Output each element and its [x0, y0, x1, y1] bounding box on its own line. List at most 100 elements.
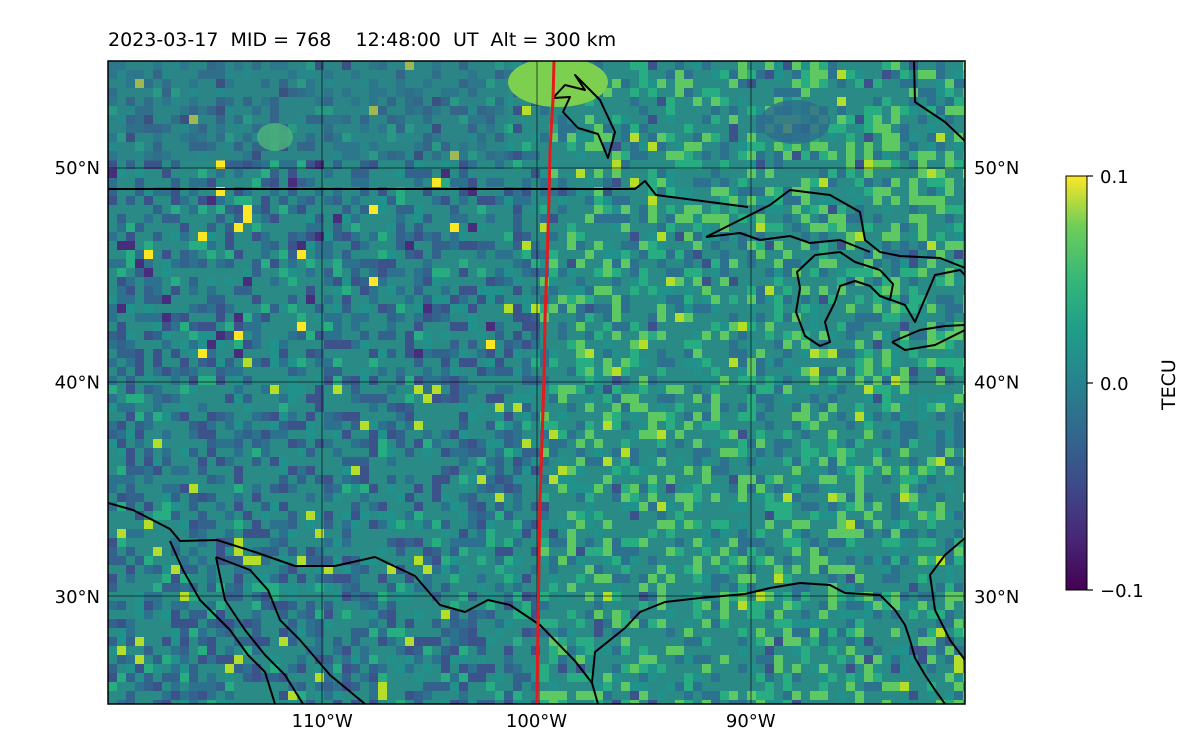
- tec-pixel: [756, 241, 765, 250]
- tec-pixel: [594, 511, 603, 520]
- tec-pixel: [765, 376, 774, 385]
- tec-pixel: [702, 331, 711, 340]
- tec-pixel: [927, 457, 936, 466]
- tec-pixel: [936, 637, 945, 646]
- tec-pixel: [198, 691, 207, 700]
- tec-pixel: [963, 313, 965, 322]
- tec-pixel: [936, 70, 945, 79]
- tec-pixel: [657, 457, 666, 466]
- tec-pixel: [450, 214, 459, 223]
- tec-pixel: [954, 241, 963, 250]
- tec-pixel: [315, 691, 324, 700]
- tec-pixel: [612, 556, 621, 565]
- tec-pixel: [612, 313, 621, 322]
- tec-pixel: [117, 331, 126, 340]
- tec-pixel: [216, 376, 225, 385]
- tec-pixel: [927, 106, 936, 115]
- tec-pixel: [135, 556, 144, 565]
- tec-pixel: [747, 295, 756, 304]
- tec-pixel: [288, 637, 297, 646]
- tec-pixel: [432, 106, 441, 115]
- tec-pixel: [846, 466, 855, 475]
- tec-pixel: [819, 151, 828, 160]
- tec-pixel: [189, 250, 198, 259]
- tec-pixel: [810, 178, 819, 187]
- tec-pixel: [639, 340, 648, 349]
- tec-pixel: [828, 61, 837, 70]
- tec-pixel: [126, 619, 135, 628]
- tec-pixel: [387, 628, 396, 637]
- tec-pixel: [927, 322, 936, 331]
- tec-pixel: [621, 223, 630, 232]
- tec-pixel: [864, 349, 873, 358]
- tec-pixel: [540, 511, 549, 520]
- tec-pixel: [729, 313, 738, 322]
- tec-pixel: [198, 466, 207, 475]
- tec-pixel: [900, 250, 909, 259]
- tec-pixel: [126, 394, 135, 403]
- tec-pixel: [828, 457, 837, 466]
- tec-pixel: [171, 655, 180, 664]
- tec-pixel: [279, 421, 288, 430]
- tec-pixel: [756, 529, 765, 538]
- tec-pixel: [369, 259, 378, 268]
- tec-pixel: [846, 628, 855, 637]
- tec-pixel: [603, 394, 612, 403]
- lat-tick-label-left: 30°N: [55, 587, 100, 608]
- tec-pixel: [846, 682, 855, 691]
- tec-pixel: [351, 511, 360, 520]
- tec-pixel: [414, 88, 423, 97]
- tec-pixel: [603, 385, 612, 394]
- tec-pixel: [117, 646, 126, 655]
- tec-pixel: [738, 484, 747, 493]
- tec-pixel: [783, 691, 792, 700]
- tec-pixel: [756, 232, 765, 241]
- tec-pixel: [135, 637, 144, 646]
- tec-pixel: [837, 385, 846, 394]
- tec-pixel: [702, 115, 711, 124]
- tec-pixel: [711, 214, 720, 223]
- tec-pixel: [387, 151, 396, 160]
- lat-tick-label-left: 40°N: [55, 373, 100, 394]
- tec-pixel: [828, 133, 837, 142]
- tec-pixel: [603, 349, 612, 358]
- tec-pixel: [891, 142, 900, 151]
- tec-pixel: [342, 61, 351, 70]
- tec-pixel: [423, 682, 432, 691]
- tec-pixel: [234, 61, 243, 70]
- tec-pixel: [180, 448, 189, 457]
- tec-pixel: [306, 520, 315, 529]
- tec-pixel: [864, 160, 873, 169]
- tec-pixel: [441, 268, 450, 277]
- tec-pixel: [405, 160, 414, 169]
- tec-pixel: [819, 664, 828, 673]
- tec-pixel: [792, 223, 801, 232]
- tec-pixel: [153, 682, 162, 691]
- tec-pixel: [369, 619, 378, 628]
- tec-pixel: [504, 151, 513, 160]
- tec-pixel: [333, 340, 342, 349]
- tec-pixel: [900, 556, 909, 565]
- tec-pixel: [891, 511, 900, 520]
- tec-pixel: [180, 700, 189, 704]
- tec-pixel: [135, 313, 144, 322]
- tec-pixel: [135, 466, 144, 475]
- tec-pixel: [279, 601, 288, 610]
- tec-pixel: [324, 79, 333, 88]
- tec-pixel: [171, 412, 180, 421]
- tec-pixel: [135, 178, 144, 187]
- tec-pixel: [117, 619, 126, 628]
- tec-pixel: [882, 358, 891, 367]
- tec-pixel: [342, 340, 351, 349]
- tec-pixel: [126, 70, 135, 79]
- tec-pixel: [837, 106, 846, 115]
- tec-pixel: [738, 97, 747, 106]
- tec-pixel: [216, 583, 225, 592]
- tec-pixel: [513, 106, 522, 115]
- tec-pixel: [342, 538, 351, 547]
- tec-pixel: [657, 223, 666, 232]
- tec-pixel: [918, 601, 927, 610]
- tec-pixel: [126, 106, 135, 115]
- tec-pixel: [198, 646, 207, 655]
- tec-pixel: [882, 349, 891, 358]
